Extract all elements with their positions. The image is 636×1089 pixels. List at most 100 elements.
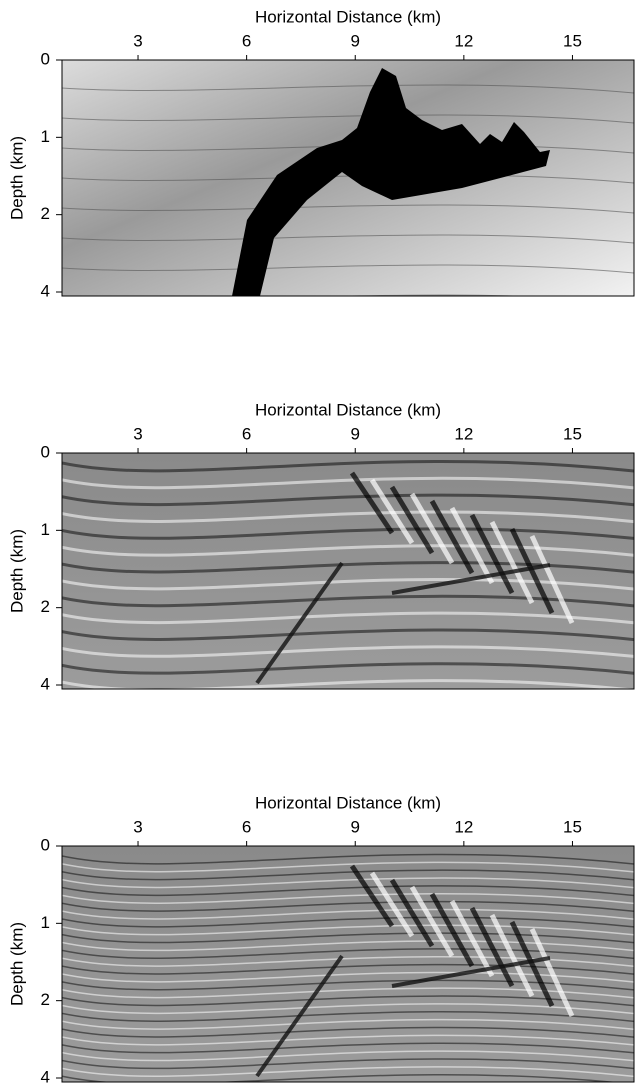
reflector: [62, 662, 634, 675]
reflector: [62, 853, 634, 865]
x-tick-label: 12: [454, 817, 473, 836]
y-tick-label: 2: [41, 204, 50, 223]
migrated-image: [62, 846, 634, 1082]
reflector: [62, 611, 634, 625]
reflector: [62, 877, 634, 889]
y-tick-label: 0: [41, 835, 50, 854]
reflector: [62, 869, 634, 881]
reflector: [62, 476, 634, 490]
plot-frame: [61, 845, 635, 1083]
reflector: [62, 510, 634, 524]
reflector: [62, 932, 634, 944]
y-tick-label: 2: [41, 990, 50, 1009]
reflector: [62, 1058, 634, 1070]
x-tick-label: 6: [242, 817, 251, 836]
reflector: [62, 861, 634, 873]
x-tick-label: 9: [351, 817, 360, 836]
x-tick-label: 15: [563, 31, 582, 50]
reflector: [62, 1050, 634, 1062]
y-axis-label: Depth (km): [7, 136, 26, 220]
x-axis-label: Horizontal Distance (km): [255, 793, 441, 812]
salt-reflection: [369, 478, 415, 545]
salt-body: [232, 68, 550, 296]
x-tick-label: 15: [563, 817, 582, 836]
salt-reflection: [369, 871, 415, 938]
horizon: [62, 84, 634, 94]
reflector: [62, 577, 634, 591]
x-axis-label: Horizontal Distance (km): [255, 400, 441, 419]
seismic-image: [62, 846, 634, 1082]
reflector: [62, 955, 634, 968]
reflector: [62, 1003, 634, 1015]
reflector: [62, 963, 634, 975]
horizon: [62, 204, 634, 214]
salt-reflection: [349, 471, 395, 535]
y-tick-label: 4: [41, 674, 50, 693]
salt-base: [255, 561, 551, 685]
reflector: [62, 544, 634, 557]
horizon: [62, 114, 634, 124]
salt-base: [255, 954, 551, 1078]
salt-reflection: [469, 513, 515, 595]
reflector: [62, 995, 634, 1007]
reflector: [62, 1011, 634, 1023]
salt-reflection: [449, 899, 495, 978]
salt-reflection: [509, 920, 555, 1008]
reflector: [62, 893, 634, 905]
x-tick-label: 3: [133, 31, 142, 50]
plot-frame: [61, 452, 635, 690]
y-axis-label: Depth (km): [7, 922, 26, 1006]
seismic-image: [62, 60, 634, 296]
salt-reflection: [389, 878, 435, 948]
reflector: [62, 1042, 634, 1054]
horizon: [62, 234, 634, 244]
reflector: [62, 1018, 634, 1030]
reflector: [62, 645, 634, 658]
x-tick-label: 15: [563, 424, 582, 443]
reflector: [62, 493, 634, 507]
y-tick-label: 1: [41, 520, 50, 539]
reflector: [62, 1066, 634, 1078]
reflector: [62, 916, 634, 928]
x-tick-label: 9: [351, 31, 360, 50]
seismic-image: [62, 453, 634, 690]
reflector: [62, 459, 634, 473]
salt-reflection: [409, 492, 455, 565]
reflector: [62, 987, 634, 999]
salt-reflection: [489, 520, 535, 605]
reflector: [62, 900, 634, 912]
reflector: [62, 1034, 634, 1046]
y-tick-label: 4: [41, 1067, 50, 1084]
velocity-model: [62, 60, 634, 296]
plot-frame: [61, 59, 635, 297]
reflector: [62, 924, 634, 936]
x-tick-label: 9: [351, 424, 360, 443]
salt-reflection: [529, 927, 575, 1018]
salt-reflection: [469, 906, 515, 988]
salt-reflection: [349, 864, 395, 928]
salt-reflection: [509, 527, 555, 615]
salt-reflection: [409, 885, 455, 958]
reflector: [62, 527, 634, 540]
reflector: [62, 908, 634, 920]
reflector: [62, 885, 634, 897]
reflector: [62, 561, 634, 574]
reflector: [62, 1026, 634, 1038]
reflector: [62, 940, 634, 952]
y-axis-label: Depth (km): [7, 529, 26, 613]
y-tick-label: 2: [41, 597, 50, 616]
y-tick-label: 0: [41, 442, 50, 461]
salt-reflection: [529, 534, 575, 625]
reflector: [62, 971, 634, 983]
horizon: [62, 264, 634, 274]
y-tick-label: 0: [41, 49, 50, 68]
y-tick-label: 4: [41, 281, 50, 300]
x-tick-label: 6: [242, 31, 251, 50]
x-axis-label: Horizontal Distance (km): [255, 7, 441, 26]
y-tick-label: 1: [41, 913, 50, 932]
salt-reflection: [429, 499, 475, 575]
x-tick-label: 3: [133, 424, 142, 443]
salt-reflection: [429, 892, 475, 968]
